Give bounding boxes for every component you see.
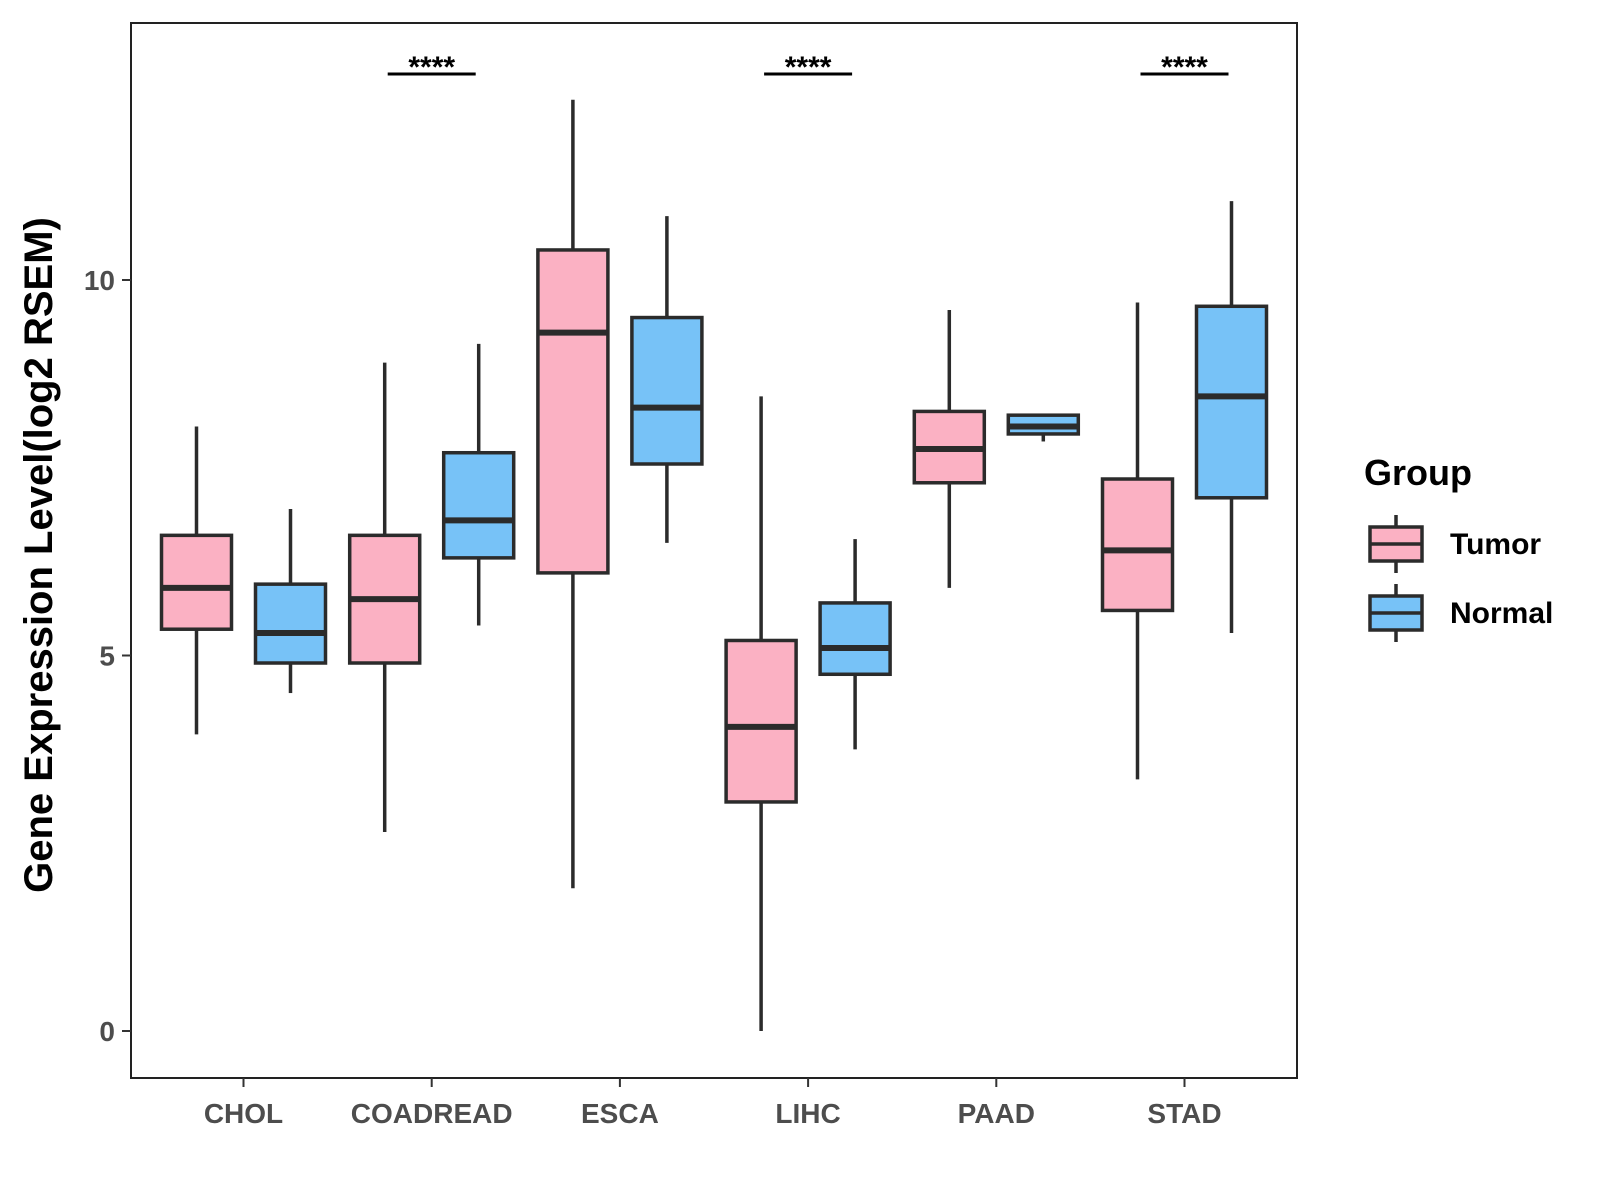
box-iqr [1100,477,1175,613]
significance-stad: **** [1140,51,1229,84]
box-tumor-esca [536,99,610,889]
significance-label: **** [1161,51,1208,84]
box-tumor-stad [1100,302,1175,780]
significance-label: **** [785,51,832,84]
box-iqr [724,638,798,804]
x-tick-label: CHOL [204,1098,283,1129]
significance-coadread: **** [387,51,476,84]
box-tumor-paad [912,310,987,588]
box-normal-chol [253,509,328,694]
x-tick-label: COADREAD [351,1098,513,1129]
legend-title: Group [1364,452,1472,493]
x-tick-label: ESCA [581,1098,659,1129]
legend-label: Tumor [1450,528,1541,561]
box-normal-lihc [818,539,892,750]
significance-annotations: **** **** **** [387,51,1229,84]
box-iqr [441,450,516,560]
boxes-layer [159,99,1269,1031]
box-iqr [536,248,610,575]
box-normal-stad [1194,201,1269,633]
box-tumor-chol [159,426,234,735]
y-tick-label: 10 [84,265,115,296]
box-iqr [253,582,328,665]
box-iqr [1194,304,1269,500]
legend-entry-normal: Normal [1368,584,1553,642]
box-iqr [818,601,892,677]
box-normal-paad [1006,413,1081,442]
significance-lihc: **** [764,51,853,84]
x-tick-label: LIHC [775,1098,840,1129]
box-tumor-lihc [724,396,798,1031]
legend: Group Tumor Normal [1364,452,1553,642]
significance-label: **** [408,51,455,84]
y-tick-label: 0 [99,1016,115,1047]
box-normal-esca [630,216,704,543]
legend-label: Normal [1450,597,1553,630]
y-axis-label: Gene Expression Level(log2 RSEM) [17,217,61,893]
box-iqr [630,315,704,466]
y-tick-label: 5 [99,641,115,672]
x-tick-label: PAAD [958,1098,1035,1129]
box-tumor-coadread [347,362,422,832]
box-normal-coadread [441,343,516,626]
legend-entry-tumor: Tumor [1368,515,1541,573]
x-tick-label: STAD [1147,1098,1221,1129]
axes: 0 5 10 CHOL COADREAD ESCA LIHC PAAD STAD [84,265,1222,1129]
box-iqr [159,533,234,631]
